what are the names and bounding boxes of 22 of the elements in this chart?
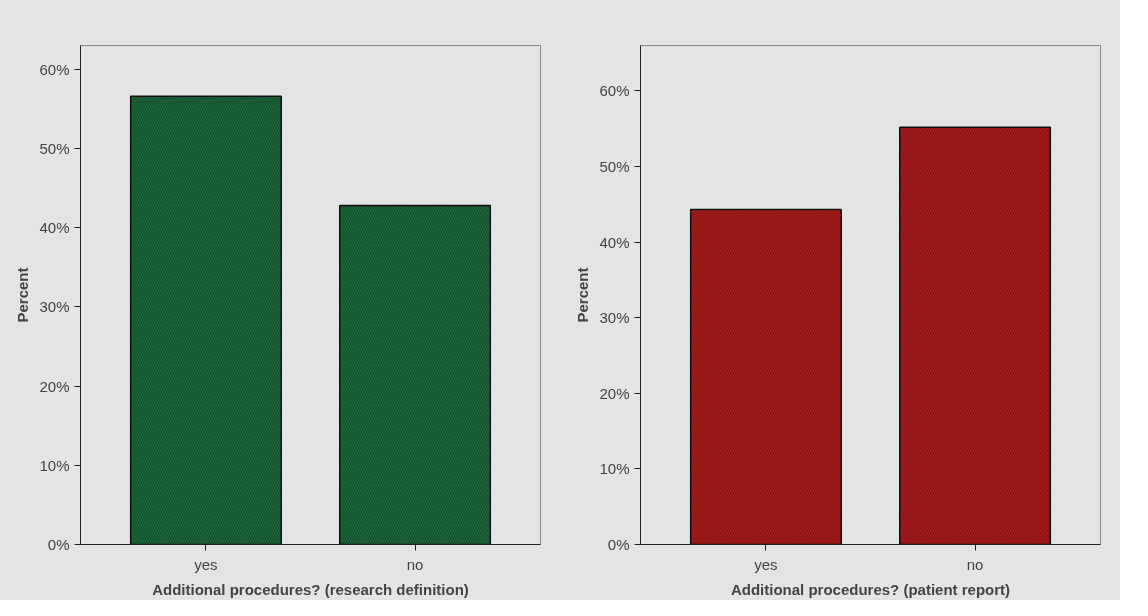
x-tick-label: no: [406, 555, 424, 573]
y-axis-title: Percent: [574, 267, 592, 323]
x-tick-label: yes: [194, 555, 218, 573]
y-axis-title: Percent: [14, 267, 32, 323]
y-tick-label: 60%: [599, 82, 630, 100]
y-tick-label: 10%: [599, 460, 630, 478]
y-tick-label: 0%: [47, 536, 70, 553]
y-tick-label: 30%: [39, 298, 70, 316]
y-tick-label: 50%: [599, 157, 630, 175]
x-tick-label: no: [966, 555, 984, 573]
y-tick-label: 50%: [39, 139, 70, 157]
y-tick-label: 60%: [39, 60, 70, 78]
y-tick-label: 40%: [599, 233, 630, 251]
y-tick-label: 40%: [39, 219, 70, 237]
y-tick-label: 10%: [39, 456, 70, 474]
x-tick-label: yes: [754, 555, 778, 573]
y-tick-label: 20%: [599, 384, 630, 402]
x-axis-title: Additional procedures? (patient report): [730, 580, 1011, 598]
y-tick-label: 20%: [39, 377, 70, 395]
x-axis-title: Additional procedures? (research definition): [152, 580, 469, 598]
y-tick-label: 0%: [607, 536, 630, 553]
y-tick-label: 30%: [599, 309, 630, 327]
